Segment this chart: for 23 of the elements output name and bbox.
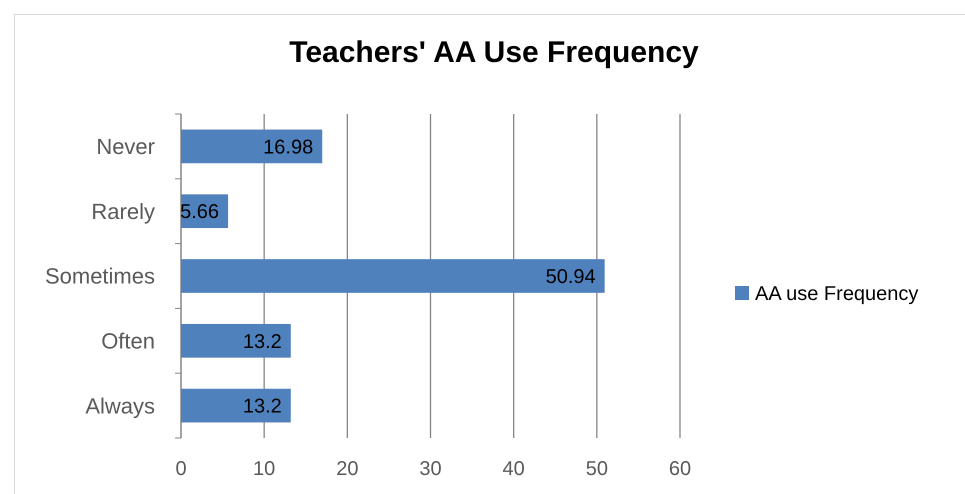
bar (181, 130, 322, 164)
bar (181, 259, 605, 293)
x-tick-label: 20 (336, 458, 358, 480)
y-tick-label: Sometimes (44, 264, 155, 289)
x-tick-label: 10 (253, 458, 276, 480)
x-tick-label: 60 (668, 458, 692, 480)
bar (181, 324, 291, 358)
y-tick-label: Often (101, 328, 155, 354)
x-tick-label: 0 (175, 458, 187, 480)
data-label: 13.2 (242, 396, 282, 418)
data-label: 13.2 (242, 330, 282, 353)
x-tick-label: 40 (502, 458, 525, 480)
data-label: 5.66 (180, 201, 220, 224)
y-tick-label: Never (96, 134, 155, 160)
legend-label: AA use Frequency (755, 283, 918, 305)
data-label: 16.98 (263, 136, 314, 158)
x-tick-label: 30 (419, 458, 442, 480)
x-tick-label: 50 (586, 458, 608, 480)
y-tick-label: Rarely (91, 198, 155, 224)
bar (181, 388, 291, 422)
y-tick-label: Always (85, 393, 155, 418)
chart-title: Teachers' AA Use Frequency (289, 36, 700, 69)
data-label: 50.94 (546, 266, 596, 288)
